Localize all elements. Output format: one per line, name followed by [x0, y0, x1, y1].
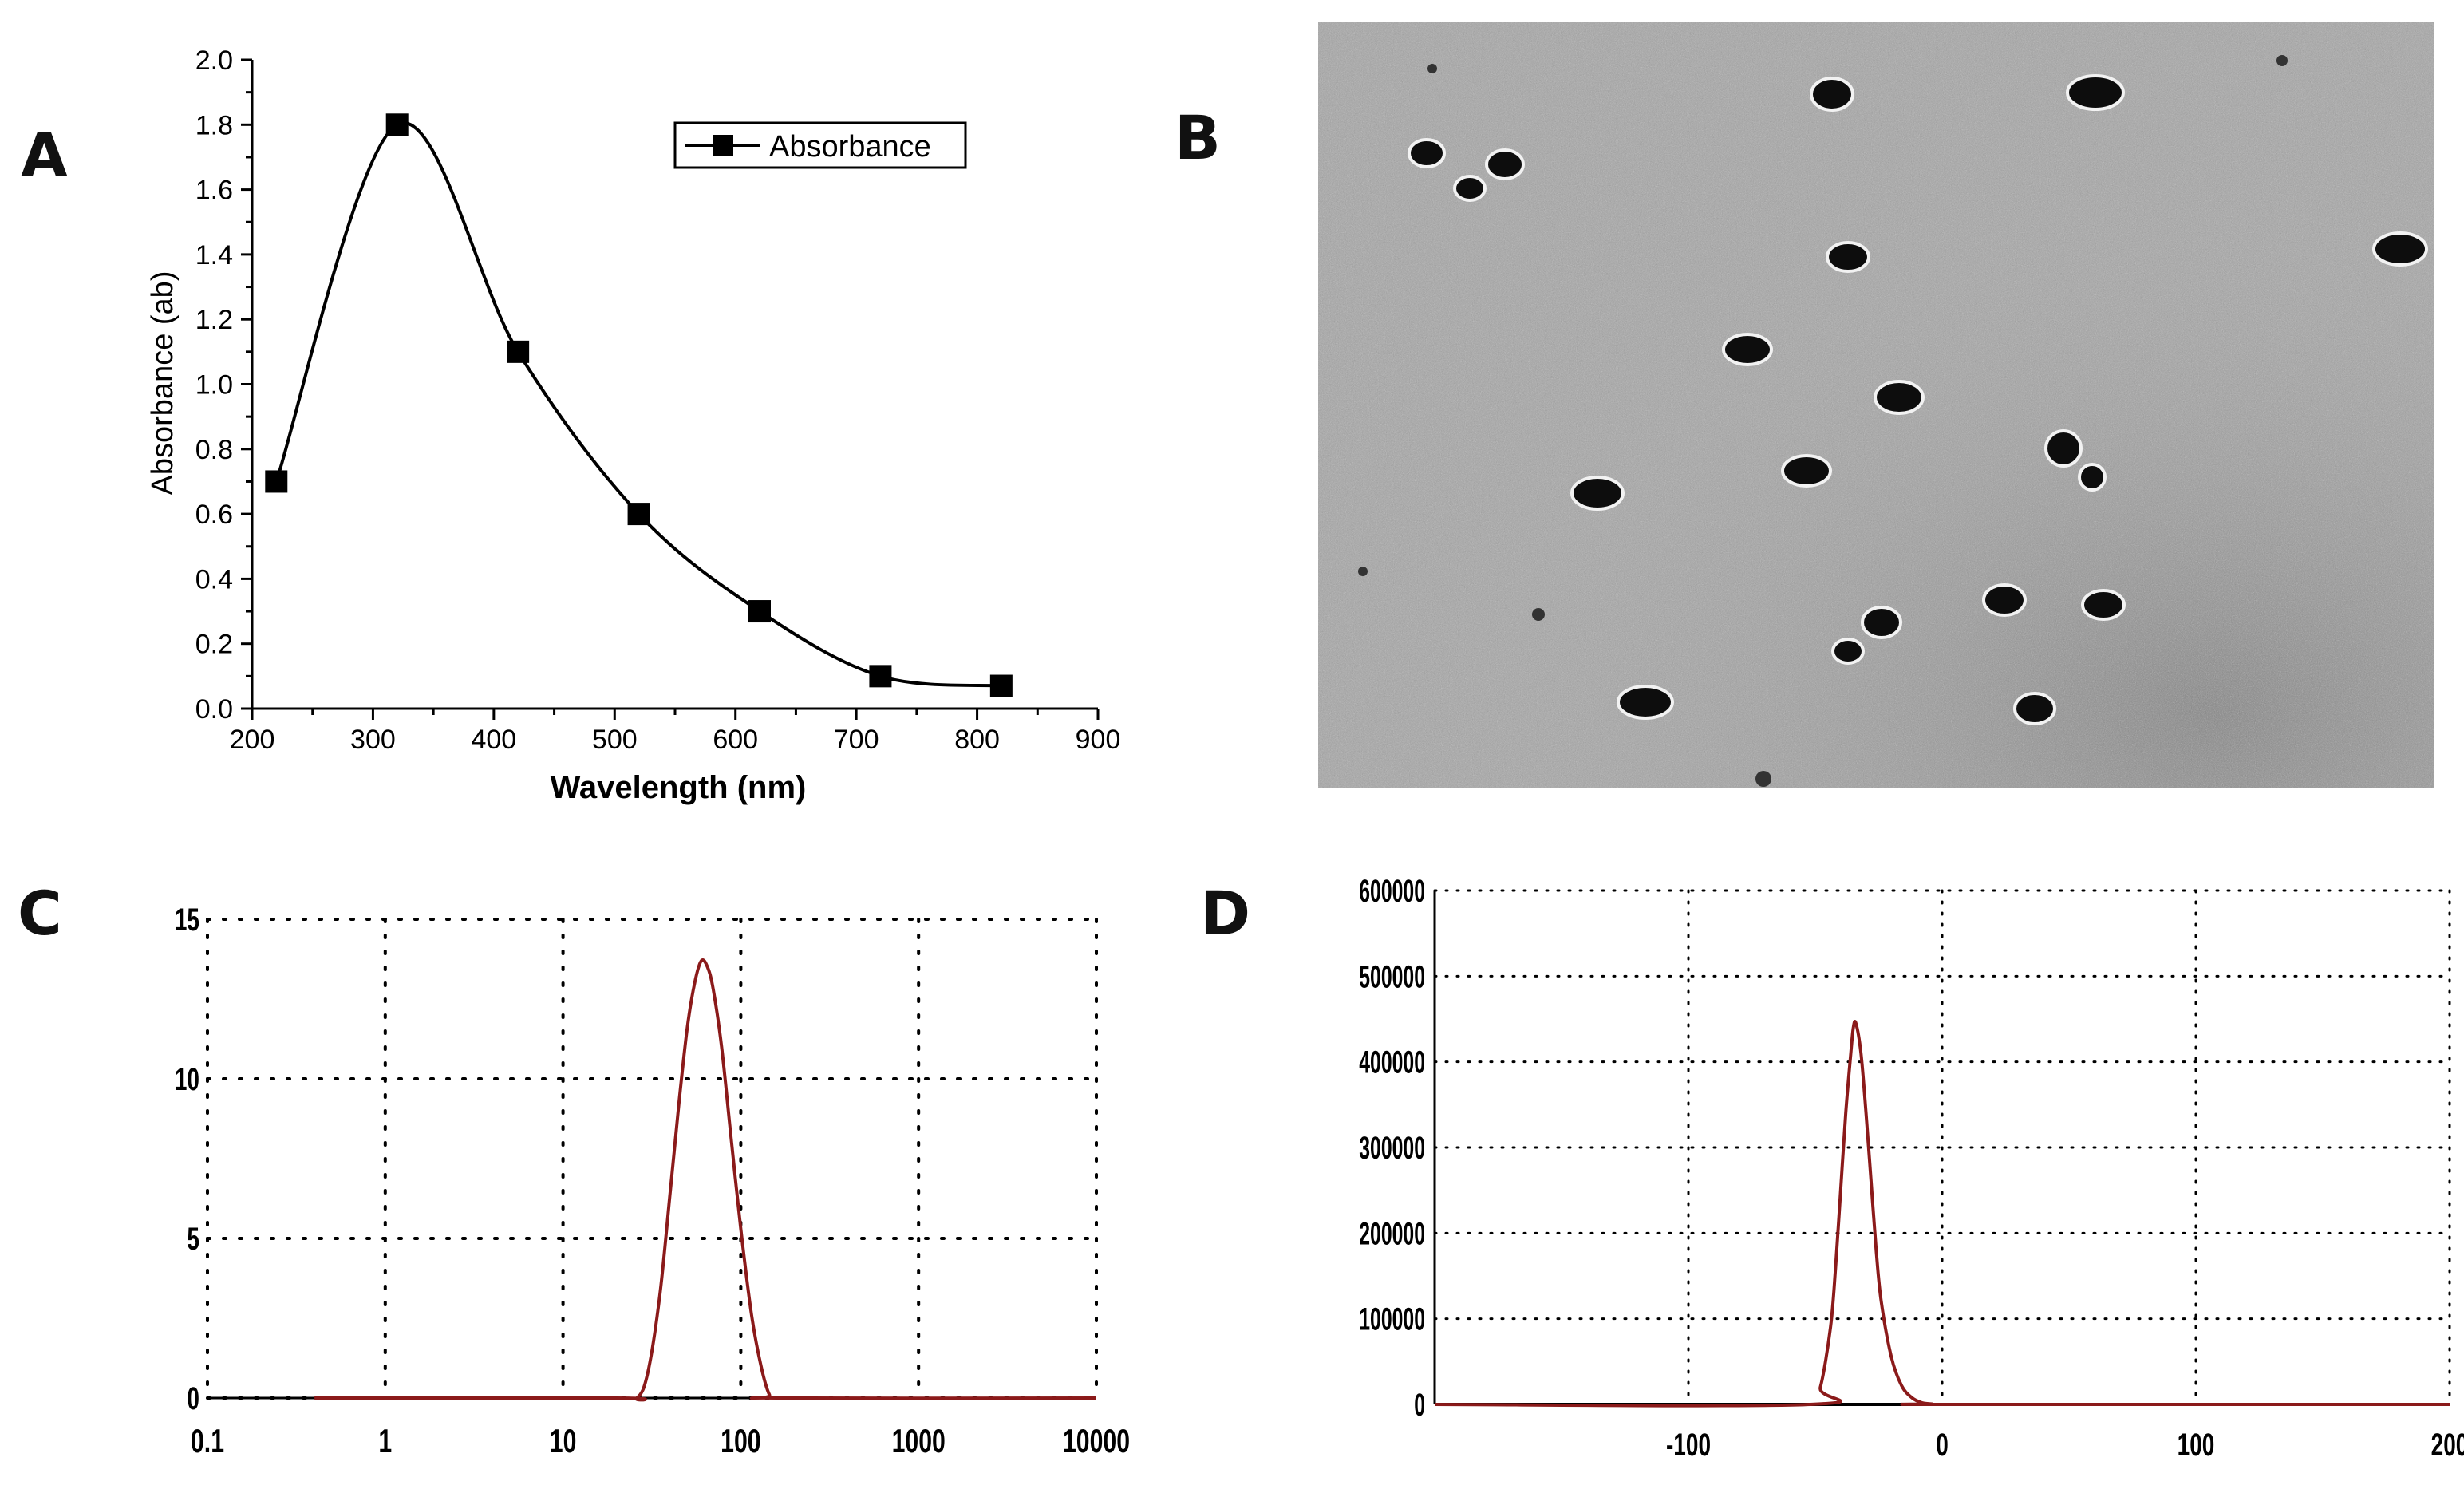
- nanoparticle: [2066, 74, 2125, 111]
- zeta-distribution-curve: [1434, 1020, 2450, 1408]
- y-tick-label: 5: [187, 1222, 199, 1257]
- nanoparticle: [1982, 583, 2027, 617]
- y-tick-label: 500000: [1359, 959, 1425, 994]
- data-point: [748, 600, 771, 623]
- absorbance-curve: [274, 121, 1002, 688]
- nanoparticle: [1617, 685, 1674, 720]
- y-tick-label: 0: [187, 1381, 199, 1416]
- x-tick-label: 0.1: [191, 1422, 224, 1459]
- legend-label: Absorbance: [769, 130, 931, 164]
- data-point: [265, 470, 288, 493]
- panel-label-d: D: [1200, 878, 1251, 949]
- y-tick-label: 1.0: [195, 370, 233, 401]
- x-tick-label: 900: [1076, 725, 1121, 755]
- nanoparticle: [1722, 333, 1773, 366]
- nanoparticle: [2372, 231, 2428, 267]
- y-tick-label: 1.4: [195, 240, 233, 271]
- nanoparticle: [1781, 454, 1832, 488]
- size-distribution-chart: 0 5 10 15 0.1 1 10 100 1000 10000: [175, 902, 1130, 1459]
- x-tick-label: 800: [954, 725, 1000, 755]
- nanoparticle: [1826, 241, 1870, 273]
- x-tick-label: 300: [350, 725, 396, 755]
- nanoparticle: [1570, 476, 1625, 511]
- tem-micrograph: [1318, 22, 2434, 788]
- x-tick-label: 700: [834, 725, 879, 755]
- nanoparticle: [1453, 175, 1487, 202]
- nanoparticle: [1485, 148, 1525, 180]
- x-axis-label: Wavelength (nm): [551, 770, 807, 805]
- y-tick-label: 600000: [1359, 874, 1425, 909]
- y-tick-label: 1.6: [195, 176, 233, 206]
- y-tick-label: 0.6: [195, 500, 233, 530]
- x-tick-label: 200: [2431, 1428, 2464, 1463]
- y-tick-label: 100000: [1359, 1302, 1425, 1337]
- debris-speck: [2276, 55, 2288, 66]
- y-tick-label: 15: [175, 902, 199, 938]
- y-tick-label: 1.2: [195, 305, 233, 335]
- nanoparticle: [1831, 638, 1865, 665]
- nanoparticle: [1874, 380, 1925, 415]
- x-tick-label: 10000: [1063, 1422, 1130, 1459]
- y-tick-label: 2.0: [195, 45, 233, 76]
- x-tick-label: 1: [378, 1422, 392, 1459]
- x-tick-label: 200: [230, 725, 275, 755]
- y-tick-label: 0.2: [195, 630, 233, 660]
- x-tick-label: 100: [2178, 1428, 2215, 1463]
- y-tick-label: 200000: [1359, 1216, 1425, 1251]
- data-point: [385, 113, 409, 136]
- y-tick-label: 300000: [1359, 1131, 1425, 1166]
- y-tick-label: 0.4: [195, 564, 233, 594]
- x-tick-label: 500: [592, 725, 638, 755]
- y-tick-label: 400000: [1359, 1045, 1425, 1080]
- nanoparticle: [1861, 606, 1902, 639]
- nanoparticle: [2078, 463, 2107, 492]
- legend-marker-icon: [713, 135, 733, 156]
- debris-speck: [1755, 771, 1771, 787]
- data-point: [869, 665, 892, 688]
- y-tick-label: 0.8: [195, 435, 233, 465]
- debris-speck: [1427, 64, 1437, 73]
- debris-speck: [1358, 567, 1368, 576]
- nanoparticle: [2081, 589, 2126, 621]
- y-tick-label: 0: [1414, 1388, 1425, 1423]
- data-point: [627, 503, 650, 526]
- y-tick-label: 1.8: [195, 110, 233, 140]
- nanoparticle: [2044, 429, 2083, 468]
- data-point: [507, 340, 530, 363]
- nanoparticle: [1810, 77, 1854, 112]
- zeta-distribution-chart: 0 100000 200000 300000 400000 500000 600000 -10…: [1359, 874, 2464, 1463]
- panel-label-b: B: [1175, 102, 1221, 173]
- y-tick-label: 10: [175, 1062, 199, 1097]
- x-tick-label: 100: [721, 1422, 760, 1459]
- data-point: [989, 674, 1013, 697]
- panel-label-c: C: [18, 878, 62, 949]
- debris-speck: [1532, 608, 1545, 621]
- nanoparticle: [1408, 138, 1446, 168]
- x-tick-label: 10: [550, 1422, 577, 1459]
- panel-label-a: A: [21, 120, 68, 191]
- absorbance-chart: 200 300 400 500 600 700 800 900 0.0 0.2 0.4 0.6 0.8 1…: [146, 45, 1121, 805]
- size-distribution-curve: [314, 958, 1097, 1402]
- y-tick-label: 0.0: [195, 694, 233, 725]
- x-tick-label: 1000: [892, 1422, 946, 1459]
- x-tick-label: -100: [1666, 1428, 1711, 1463]
- x-tick-label: 0: [1936, 1428, 1949, 1463]
- nanoparticle: [2013, 692, 2056, 725]
- y-axis-label: Absorbance (ab): [146, 271, 180, 496]
- chart-legend: Absorbance: [673, 121, 967, 169]
- x-tick-label: 400: [471, 725, 516, 755]
- x-tick-label: 600: [713, 725, 758, 755]
